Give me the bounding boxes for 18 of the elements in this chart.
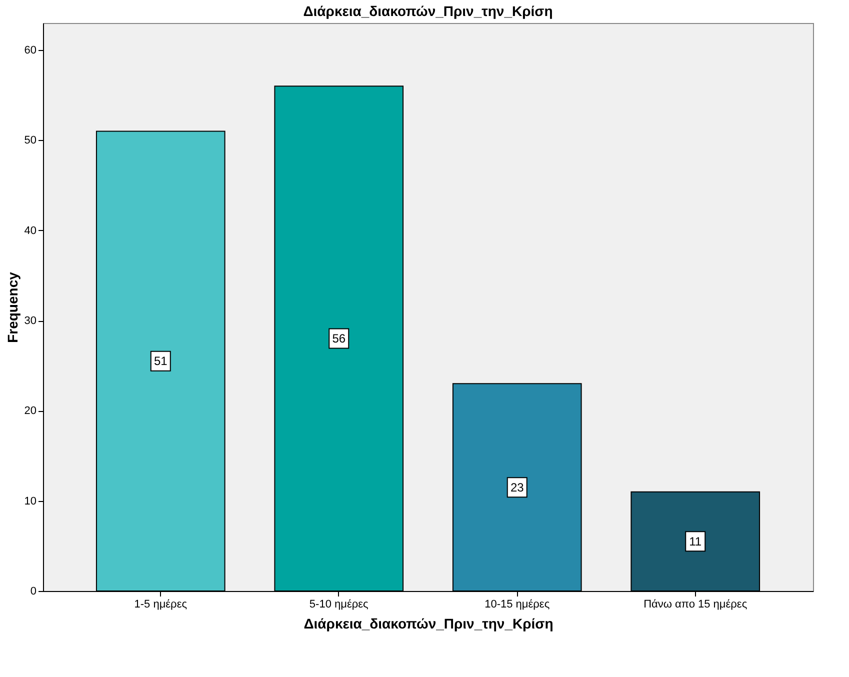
chart-title: Διάρκεια_διακοπών_Πριν_την_Κρίση <box>303 3 553 19</box>
y-axis-title: Frequency <box>4 272 20 343</box>
y-tick-label: 0 <box>30 586 36 598</box>
data-label: 51 <box>154 354 168 368</box>
x-tick-label: 1-5 ημέρες <box>134 598 188 610</box>
data-label: 11 <box>689 534 702 548</box>
data-label: 56 <box>332 332 346 346</box>
x-axis-title: Διάρκεια_διακοπών_Πριν_την_Κρίση <box>304 616 554 632</box>
y-tick-label: 40 <box>24 224 36 237</box>
y-tick-label: 20 <box>24 405 36 418</box>
y-tick-label: 10 <box>24 495 36 508</box>
x-tick-label: Πάνω απο 15 ημέρες <box>644 598 748 610</box>
y-tick-label: 50 <box>24 134 36 147</box>
y-tick-label: 30 <box>24 315 36 328</box>
y-tick-label: 60 <box>24 44 36 57</box>
x-tick-label: 5-10 ημέρες <box>309 598 368 610</box>
data-label: 23 <box>510 480 524 494</box>
x-tick-label: 10-15 ημέρες <box>484 598 550 610</box>
